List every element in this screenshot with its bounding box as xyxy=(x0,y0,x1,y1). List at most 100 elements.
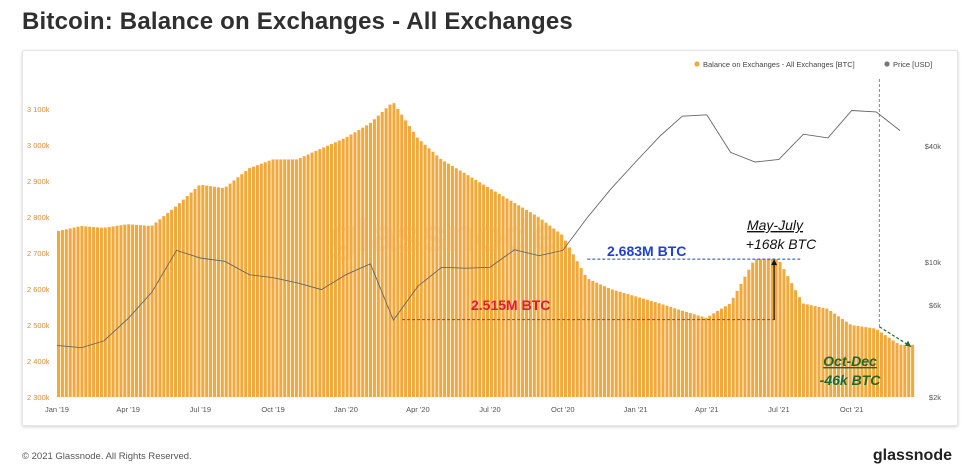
balance-bar xyxy=(189,192,193,397)
balance-bar xyxy=(372,119,376,397)
balance-bar xyxy=(493,191,497,397)
balance-bar xyxy=(696,315,700,397)
balance-bar xyxy=(630,295,634,397)
balance-bar xyxy=(704,317,708,397)
balance-bar xyxy=(119,225,123,397)
balance-bar xyxy=(310,152,314,397)
balance-bar xyxy=(560,234,564,397)
balance-bar xyxy=(876,329,880,397)
balance-bar xyxy=(232,180,236,397)
balance-bar xyxy=(181,199,185,397)
balance-bar xyxy=(365,125,369,397)
chart-panel: glassnode 3 100k 3 000k 2 900k 2 800k 2 700k… xyxy=(22,50,958,426)
balance-bar xyxy=(322,147,326,397)
balance-bar xyxy=(622,292,626,397)
annotation-oct-dec-value: -46k BTC xyxy=(820,372,882,388)
balance-bar xyxy=(353,132,357,397)
balance-bar xyxy=(528,212,532,397)
balance-bar xyxy=(411,131,415,397)
balance-bar xyxy=(688,313,692,397)
balance-bar xyxy=(653,302,657,397)
balance-bar xyxy=(645,299,649,397)
balance-bar xyxy=(64,229,68,397)
x-tick: Oct '21 xyxy=(840,405,864,414)
balance-bar xyxy=(610,289,614,397)
annotation-level-low: 2.515M BTC xyxy=(471,297,550,313)
page-title: Bitcoin: Balance on Exchanges - All Exch… xyxy=(22,8,573,35)
balance-bar xyxy=(244,170,248,397)
y-tick-left: 2 800k xyxy=(27,213,50,222)
balance-bar xyxy=(419,141,423,397)
balance-bar xyxy=(583,274,587,397)
x-tick: Oct '20 xyxy=(551,405,575,414)
balance-bar xyxy=(497,193,501,397)
balance-bar xyxy=(470,177,474,397)
balance-bar xyxy=(197,185,201,397)
balance-bar xyxy=(345,136,349,397)
balance-bar xyxy=(825,308,829,397)
balance-bar xyxy=(107,226,111,397)
legend-label-price[interactable]: Price [USD] xyxy=(893,60,932,69)
balance-bar xyxy=(564,240,568,397)
balance-bar xyxy=(57,230,61,397)
balance-bar xyxy=(591,280,595,397)
balance-bar xyxy=(263,162,267,397)
balance-bar xyxy=(634,296,638,397)
balance-bar xyxy=(236,177,240,397)
balance-bar xyxy=(396,108,400,398)
balance-bar xyxy=(887,337,891,397)
balance-bar xyxy=(837,316,841,397)
balance-bar xyxy=(466,175,470,397)
balance-bar xyxy=(72,227,76,397)
balance-bar xyxy=(392,103,396,397)
balance-bar xyxy=(638,297,642,397)
balance-bar xyxy=(146,225,150,397)
balance-bar xyxy=(349,134,353,397)
y-tick-right: $10k xyxy=(925,258,942,267)
balance-bar xyxy=(333,142,337,397)
balance-bar xyxy=(774,259,778,397)
balance-bar xyxy=(603,286,607,397)
y-tick-left: 2 700k xyxy=(27,249,50,258)
balance-bar xyxy=(872,328,876,397)
annotation-may-july-value: +168k BTC xyxy=(746,236,817,252)
balance-bar xyxy=(337,140,341,397)
balance-bar xyxy=(220,187,224,397)
balance-bar xyxy=(135,224,139,397)
balance-bar xyxy=(68,228,72,397)
balance-bar xyxy=(735,290,739,397)
balance-bar xyxy=(517,205,521,397)
balance-bar xyxy=(376,115,380,397)
balance-bar xyxy=(505,198,509,397)
y-tick-left: 3 000k xyxy=(27,141,50,150)
balance-bar xyxy=(255,165,259,397)
balance-bar xyxy=(540,219,544,397)
balance-bar xyxy=(462,172,466,397)
balance-bar xyxy=(595,282,599,397)
balance-bar xyxy=(388,104,392,397)
balance-bar xyxy=(720,308,724,397)
balance-bar xyxy=(883,335,887,397)
balance-bar xyxy=(330,143,334,397)
balance-bar xyxy=(170,209,174,397)
balance-bar xyxy=(813,306,817,397)
balance-bar xyxy=(209,186,213,397)
balance-bar xyxy=(856,325,860,397)
balance-bar xyxy=(626,294,630,397)
balance-bar xyxy=(525,209,529,397)
balance-bar xyxy=(599,284,603,397)
balance-bar xyxy=(829,310,833,397)
x-tick: Jul '20 xyxy=(479,405,500,414)
balance-bar xyxy=(138,225,142,397)
balance-bar xyxy=(142,225,146,397)
balance-bar xyxy=(80,226,84,397)
balance-bar xyxy=(252,166,256,397)
y-axis-right: $40k $10k $6k $2k xyxy=(925,142,942,402)
legend-label-balance[interactable]: Balance on Exchanges - All Exchanges [BT… xyxy=(703,60,855,69)
balance-bar xyxy=(521,207,525,397)
balance-bar xyxy=(384,108,388,398)
balance-bar xyxy=(755,259,759,397)
y-tick-left: 3 100k xyxy=(27,105,50,114)
y-axis-left: 3 100k 3 000k 2 900k 2 800k 2 700k 2 600k 2 50… xyxy=(27,105,50,402)
